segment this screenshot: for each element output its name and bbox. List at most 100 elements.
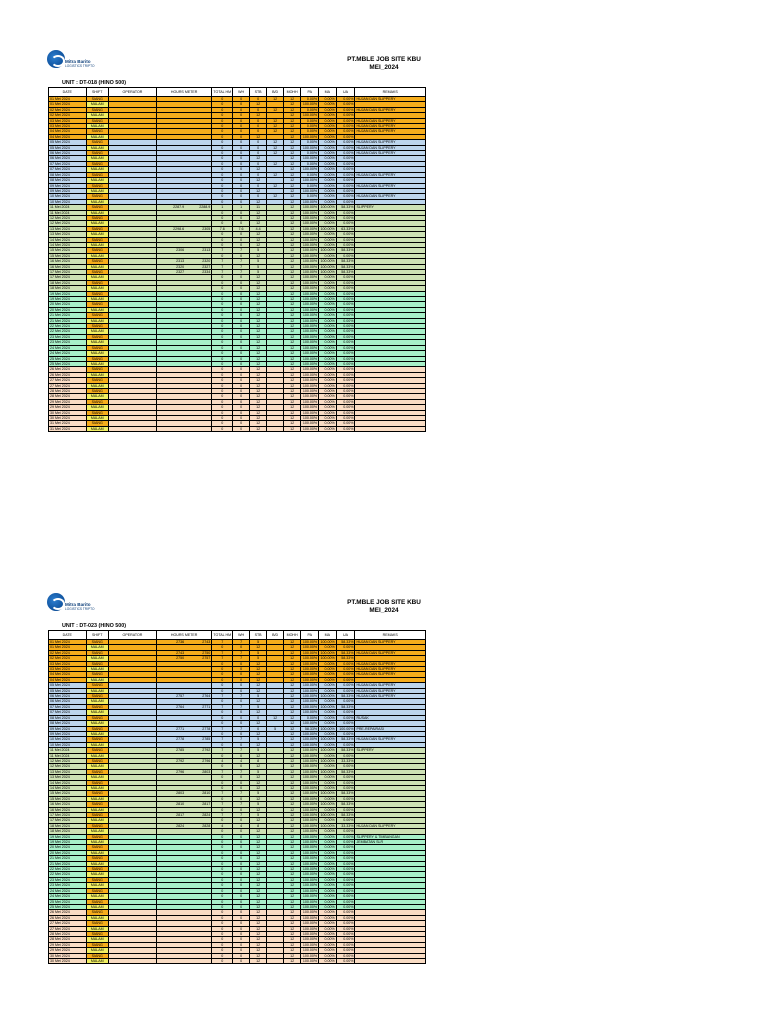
hours-meter-cell bbox=[156, 828, 213, 835]
hours-meter-cell bbox=[156, 139, 213, 146]
wh-cell: 7 bbox=[232, 638, 250, 646]
hours-meter-cell bbox=[156, 665, 213, 673]
hours-meter-cell: 2764 2771 bbox=[156, 703, 213, 711]
shift-cell: MALAM bbox=[85, 187, 109, 195]
company-site: PT.MBLE JOB SITE KBU bbox=[347, 599, 421, 606]
shift-cell: MALAM bbox=[85, 665, 109, 673]
hours-meter-cell bbox=[156, 344, 213, 352]
hours-meter-cell bbox=[156, 220, 213, 227]
wh-cell: 7 bbox=[232, 703, 250, 711]
wh-cell: 0 bbox=[232, 220, 250, 227]
table-row: 14 Mei 2024 MALAM 0 0 12 12 100.00% 0.00% 0.00% bbox=[48, 784, 426, 792]
shift-cell: SIANG bbox=[85, 811, 109, 819]
table-row: 19 Mei 2024 SIANG 0 0 12 12 100.00% 0.00% 0.00% S… bbox=[48, 833, 426, 841]
wh-cell: 0 bbox=[232, 339, 250, 346]
column-header: OPERATOR bbox=[107, 87, 158, 97]
hours-meter-cell bbox=[156, 784, 213, 792]
pa-cell: 100.00% bbox=[300, 709, 320, 716]
table-row: 05 Mei 2024 SIANG 0 0 0 12 12 0.00% 0.00% 0.00% HU… bbox=[48, 139, 426, 146]
remarks-cell: SLIPPERY & TIMBANGAN bbox=[354, 833, 426, 841]
remarks-cell: HUJAN DAN SLIPPERY bbox=[354, 193, 426, 200]
pa-cell: 100.00% bbox=[300, 101, 320, 108]
wh-cell: 0 bbox=[232, 936, 250, 943]
table-row: 20 Mei 2024 SIANG 0 0 12 12 100.00% 0.00% 0.00% bbox=[48, 301, 426, 308]
shift-cell: SIANG bbox=[85, 128, 109, 135]
pa-cell: 100.00% bbox=[300, 757, 320, 765]
pa-cell: 100.00% bbox=[300, 279, 320, 287]
wh-cell: 0 bbox=[232, 844, 250, 851]
shift-cell: MALAM bbox=[85, 784, 109, 792]
hours-meter-cell bbox=[156, 328, 213, 335]
operator-cell bbox=[107, 957, 158, 965]
wh-cell: 7 bbox=[232, 655, 250, 662]
hm-start: 2778 bbox=[176, 737, 185, 742]
remarks-cell bbox=[354, 425, 426, 433]
wh-cell: 7 bbox=[232, 725, 250, 732]
wh-cell: 0 bbox=[232, 660, 250, 668]
bd-cell: 12 bbox=[266, 122, 284, 130]
pa-cell: 100.00% bbox=[300, 377, 320, 384]
wh-cell: 0 bbox=[232, 231, 250, 238]
hm-end: 2803 bbox=[202, 769, 211, 774]
wh-cell: 0 bbox=[232, 730, 250, 738]
hours-meter-cell bbox=[156, 382, 213, 389]
wh-cell: 0 bbox=[232, 317, 250, 325]
pa-cell: 100.00% bbox=[300, 328, 320, 335]
shift-cell: SIANG bbox=[85, 139, 109, 146]
bd-cell bbox=[266, 425, 284, 433]
wh-cell: 0 bbox=[232, 306, 250, 314]
shift-cell: MALAM bbox=[85, 795, 109, 803]
hm-start: 2306 bbox=[176, 248, 185, 253]
pa-cell: 100.00% bbox=[300, 231, 320, 238]
pa-cell: 100.00% bbox=[300, 355, 320, 362]
shift-cell: SIANG bbox=[85, 757, 109, 765]
hours-meter-cell bbox=[156, 855, 213, 862]
wh-cell: 0 bbox=[232, 860, 250, 868]
hm-start: 2792 bbox=[176, 758, 185, 763]
wh-cell: 0 bbox=[232, 871, 250, 878]
wh-cell: 0 bbox=[232, 198, 250, 206]
hours-meter-cell bbox=[156, 866, 213, 873]
bd-cell: 12 bbox=[266, 171, 284, 179]
wh-cell: 0 bbox=[232, 903, 250, 911]
hours-meter-cell bbox=[156, 301, 213, 308]
ma-cell: 100.00% bbox=[318, 247, 337, 254]
bd-cell: 12 bbox=[266, 193, 284, 200]
wh-cell: 0 bbox=[232, 106, 250, 114]
ma-cell: 100.00% bbox=[318, 655, 337, 662]
table-row: 18 Mei 2024 SIANG 0 0 12 12 100.00% 0.00% 0.00% bbox=[48, 279, 426, 287]
hm-start: 2824 bbox=[176, 823, 185, 828]
hours-meter-cell bbox=[156, 682, 213, 689]
table-row: 08 Mei 2024 SIANG 0 0 0 12 12 0.00% 0.00% 0.00% RU… bbox=[48, 714, 426, 722]
shift-cell: SIANG bbox=[85, 344, 109, 352]
availability-table: DATE SHIFT OPERATOR HOURS METER TOTAL HM WH ST… bbox=[48, 630, 426, 965]
shift-cell: MALAM bbox=[85, 720, 109, 727]
hours-meter-cell bbox=[156, 387, 213, 395]
hours-meter-cell bbox=[156, 339, 213, 346]
shift-cell: SIANG bbox=[85, 790, 109, 797]
pa-cell: 100.00% bbox=[300, 730, 320, 738]
hm-start: 2750 bbox=[176, 656, 185, 661]
wh-cell: 0 bbox=[232, 279, 250, 287]
shift-cell: MALAM bbox=[85, 328, 109, 335]
hours-meter-cell: 2736 2743 bbox=[156, 638, 213, 646]
shift-cell: SIANG bbox=[85, 779, 109, 787]
wh-cell: 0 bbox=[232, 387, 250, 395]
hours-meter-cell: 2743 2750 bbox=[156, 649, 213, 657]
hours-meter-cell bbox=[156, 377, 213, 384]
hours-meter-cell bbox=[156, 952, 213, 960]
column-header: REMAKS bbox=[354, 630, 426, 640]
hours-meter-cell bbox=[156, 290, 213, 298]
ua-cell: 0.00% bbox=[335, 957, 356, 965]
column-header: MA bbox=[318, 630, 337, 640]
hm-start: 2313 bbox=[176, 259, 185, 264]
wh-cell: 0 bbox=[232, 420, 250, 427]
hm-end: 2313 bbox=[202, 248, 211, 253]
pa-cell: 100.00% bbox=[300, 198, 320, 206]
shift-cell: MALAM bbox=[85, 133, 109, 141]
shift-cell: SIANG bbox=[85, 193, 109, 200]
table-row: 02 Mei 2024 SIANG 0 0 0 12 12 0.00% 0.00% 0.00% HU… bbox=[48, 106, 426, 114]
pa-cell: 100.00% bbox=[300, 295, 320, 303]
hm-end: 2771 bbox=[202, 704, 211, 709]
pa-cell: 100.00% bbox=[300, 941, 320, 949]
